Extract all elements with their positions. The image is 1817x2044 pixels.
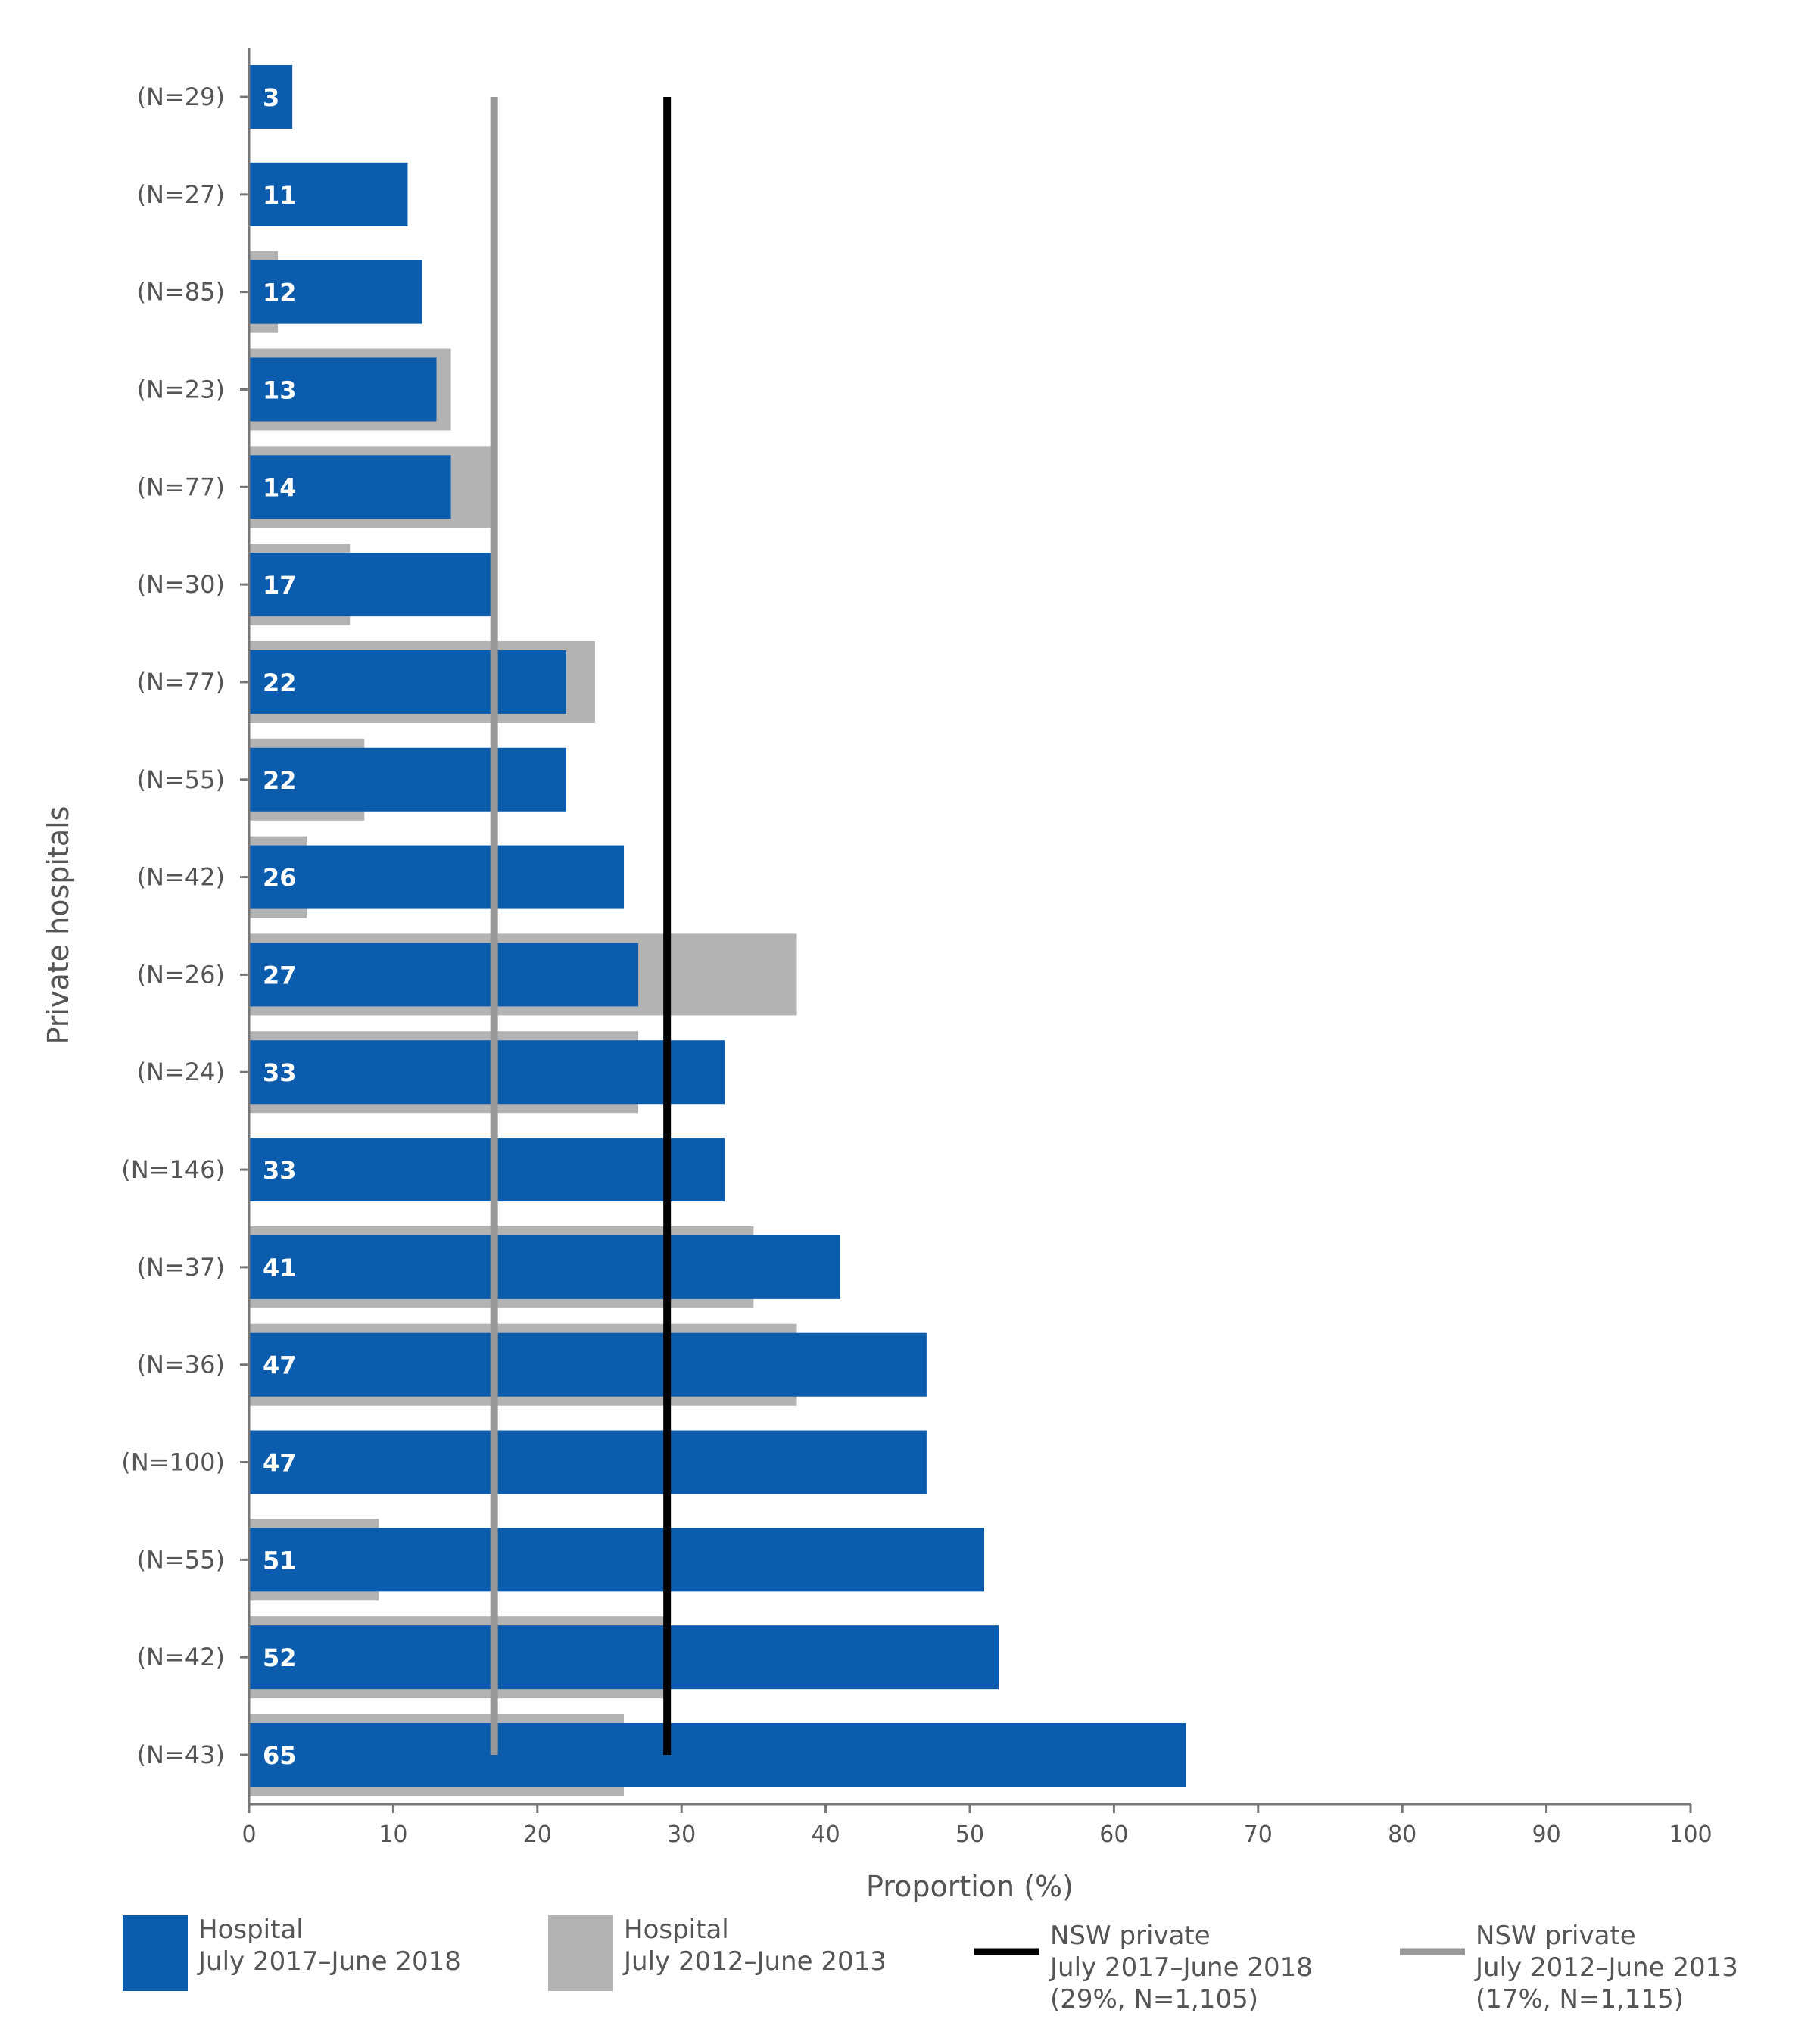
legend-label: Hospital: [624, 1915, 729, 1945]
legend-swatch: [123, 1915, 188, 1991]
bar-2017: [249, 357, 437, 422]
y-tick-label: (N=26): [137, 960, 225, 989]
x-tick-label: 100: [1669, 1821, 1712, 1848]
bar-2017: [249, 553, 494, 617]
data-label: 33: [263, 1058, 297, 1087]
bar-2017: [249, 1625, 999, 1690]
y-tick-label: (N=43): [137, 1740, 225, 1769]
x-axis-title: Proportion (%): [866, 1870, 1074, 1903]
y-tick-label: (N=30): [137, 570, 225, 599]
legend-label: July 2017–June 2018: [1049, 1952, 1313, 1983]
y-tick-label: (N=146): [121, 1155, 225, 1184]
y-tick-label: (N=29): [137, 83, 225, 111]
data-label: 11: [263, 181, 297, 210]
bar-2017: [249, 747, 566, 812]
legend-label: NSW private: [1476, 1921, 1636, 1951]
bar-2017: [249, 260, 422, 324]
x-tick-label: 20: [523, 1821, 552, 1848]
x-tick-label: 0: [242, 1821, 256, 1848]
y-tick-label: (N=24): [137, 1058, 225, 1086]
data-label: 52: [263, 1644, 297, 1672]
y-tick-label: (N=27): [137, 180, 225, 209]
legend-label: July 2012–June 2013: [1474, 1952, 1738, 1983]
x-tick-label: 10: [379, 1821, 407, 1848]
data-label: 26: [263, 864, 297, 893]
axes: 0 10 20 30 40 50 60 70 80 90 100 (N=29) (N=27) (N=85)…: [121, 48, 1713, 1848]
x-tick-label: 70: [1244, 1821, 1273, 1848]
legend-label: July 2012–June 2013: [622, 1946, 887, 1977]
y-tick-label: (N=37): [137, 1253, 225, 1282]
y-tick-label: (N=23): [137, 375, 225, 404]
bar-2017: [249, 845, 625, 909]
bar-2017: [249, 65, 293, 129]
x-tick-label: 60: [1099, 1821, 1128, 1848]
legend-label: July 2017–June 2018: [197, 1946, 461, 1977]
legend-label: NSW private: [1050, 1921, 1211, 1951]
bar-2017: [249, 1235, 840, 1299]
x-tick-label: 80: [1388, 1821, 1417, 1848]
legend-label: (17%, N=1,115): [1476, 1984, 1684, 2014]
bar-2017: [249, 1138, 725, 1202]
legend-label: Hospital: [198, 1915, 304, 1945]
bar-2017: [249, 943, 639, 1007]
bar-2017: [249, 1332, 927, 1397]
y-tick-label: (N=42): [137, 1643, 225, 1672]
data-label: 33: [263, 1156, 297, 1185]
legend-swatch: [548, 1915, 613, 1991]
data-label: 51: [263, 1546, 297, 1575]
x-tick-label: 50: [955, 1821, 984, 1848]
y-tick-label: (N=77): [137, 472, 225, 501]
data-label: 3: [263, 83, 279, 112]
data-label: 27: [263, 961, 297, 989]
data-label: 47: [263, 1449, 297, 1478]
bar-2017: [249, 650, 566, 714]
y-tick-label: (N=85): [137, 278, 225, 307]
y-tick-label: (N=55): [137, 765, 225, 794]
bar-2017: [249, 1040, 725, 1105]
legend-label: (29%, N=1,105): [1050, 1984, 1258, 2014]
bar-2017: [249, 1723, 1186, 1787]
data-label: 22: [263, 766, 297, 795]
y-tick-label: (N=42): [137, 863, 225, 892]
y-tick-label: (N=55): [137, 1545, 225, 1574]
data-label: 12: [263, 279, 297, 307]
y-tick-label: (N=100): [121, 1448, 225, 1477]
data-label: 65: [263, 1741, 297, 1770]
data-label: 41: [263, 1254, 297, 1282]
data-label: 17: [263, 571, 297, 600]
x-tick-label: 30: [667, 1821, 696, 1848]
bar-2017: [249, 455, 451, 519]
reference-lines: [490, 97, 672, 1755]
data-label: 14: [263, 473, 297, 502]
x-tick-label: 90: [1532, 1821, 1561, 1848]
y-tick-label: (N=36): [137, 1351, 225, 1379]
series-2017-bars: 3 11 12 13 14 17 22 22 26 27 33 33 41 47 47 51 52 65: [249, 65, 1186, 1787]
bar-2017: [249, 1430, 927, 1494]
data-label: 13: [263, 375, 297, 404]
y-axis-title: Private hospitals: [42, 806, 75, 1045]
data-label: 47: [263, 1351, 297, 1380]
x-tick-label: 40: [812, 1821, 840, 1848]
data-label: 22: [263, 668, 297, 697]
bar-2017: [249, 1528, 985, 1592]
bar-2017: [249, 162, 408, 226]
y-tick-label: (N=77): [137, 668, 225, 696]
